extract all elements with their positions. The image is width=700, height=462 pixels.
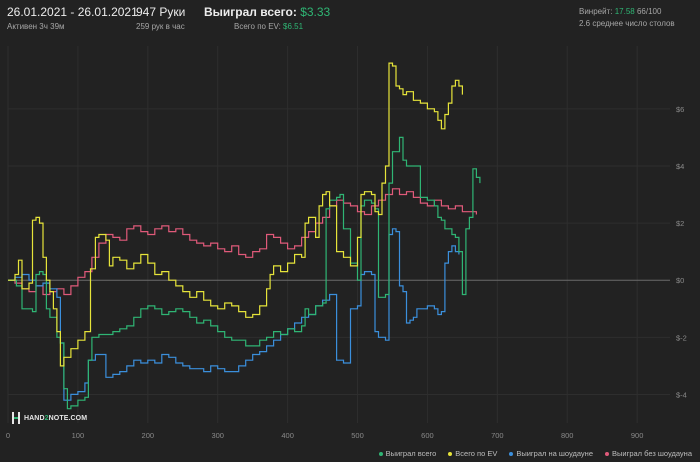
y-tick-label: $2 bbox=[676, 219, 684, 228]
y-tick-label: $-2 bbox=[676, 333, 687, 342]
h-logo-icon bbox=[12, 412, 21, 424]
x-tick-label: 100 bbox=[72, 431, 85, 440]
winrate-block: Винрейт: 17.58 66/100 2.6 среднее число … bbox=[579, 6, 675, 28]
x-tick-label: 200 bbox=[142, 431, 155, 440]
legend-item[interactable]: Выиграл всего bbox=[378, 449, 437, 458]
chart-series bbox=[8, 62, 481, 410]
ev-value: $6.51 bbox=[283, 22, 304, 31]
y-tick-label: $0 bbox=[676, 276, 684, 285]
series-line-0 bbox=[8, 136, 481, 410]
hands-per-hour: 259 рук в час bbox=[136, 22, 185, 31]
hand2note-logo: HAND2NOTE.COM bbox=[12, 412, 87, 424]
legend-item[interactable]: Всего по EV bbox=[448, 449, 497, 458]
x-tick-label: 300 bbox=[211, 431, 224, 440]
x-tick-label: 900 bbox=[631, 431, 644, 440]
winrate-label: Винрейт: bbox=[579, 7, 613, 16]
active-time: Активен 3ч 39м bbox=[7, 22, 65, 31]
legend-swatch bbox=[378, 451, 383, 456]
series-line-2 bbox=[8, 228, 460, 401]
legend-label: Всего по EV bbox=[455, 449, 498, 458]
chart-ticks: 0 100 200 300 400 500 600 700 800 900 $-4 $-2 $0 $2 $4… bbox=[6, 105, 687, 440]
chart-grid bbox=[7, 46, 670, 423]
legend-swatch bbox=[509, 451, 514, 456]
legend-label: Выиграл без шоудауна bbox=[612, 449, 692, 458]
avg-tables: 2.6 среднее число столов bbox=[579, 19, 675, 28]
date-range: 26.01.2021 - 26.01.2021 bbox=[7, 5, 138, 19]
winrate-hands: 66/100 bbox=[636, 7, 662, 16]
chart-legend: Выиграл всего Всего по EV Выиграл на шоуда… bbox=[378, 449, 692, 458]
y-tick-label: $-4 bbox=[676, 390, 687, 399]
series-line-1 bbox=[8, 62, 463, 367]
legend-label: Выиграл на шоудауне bbox=[516, 449, 593, 458]
x-tick-label: 500 bbox=[351, 431, 364, 440]
ev-label: Всего по EV: bbox=[234, 22, 281, 31]
x-tick-label: 800 bbox=[561, 431, 574, 440]
y-tick-label: $6 bbox=[676, 105, 684, 114]
x-tick-label: 400 bbox=[281, 431, 294, 440]
series-line-3 bbox=[8, 188, 477, 296]
hands-count: 947 Руки bbox=[136, 5, 186, 19]
hands-block: 947 Руки 259 рук в час bbox=[136, 6, 185, 31]
x-tick-label: 600 bbox=[421, 431, 434, 440]
won-value: $3.33 bbox=[300, 5, 331, 19]
date-block: 26.01.2021 - 26.01.2021 Активен 3ч 39м bbox=[7, 6, 138, 31]
x-tick-label: 0 bbox=[6, 431, 10, 440]
legend-swatch bbox=[605, 451, 609, 456]
legend-item[interactable]: Выиграл на шоудауне bbox=[509, 449, 593, 458]
legend-swatch bbox=[448, 451, 453, 456]
won-block: Выиграл всего: $3.33 Всего по EV: $6.51 bbox=[204, 6, 330, 31]
x-tick-label: 700 bbox=[491, 431, 504, 440]
winrate-value: 17.58 bbox=[614, 7, 635, 16]
won-label: Выиграл всего: bbox=[204, 5, 297, 19]
y-tick-label: $4 bbox=[676, 162, 684, 171]
legend-label: Выиграл всего bbox=[385, 449, 437, 458]
legend-item[interactable]: Выиграл без шоудауна bbox=[605, 449, 692, 458]
